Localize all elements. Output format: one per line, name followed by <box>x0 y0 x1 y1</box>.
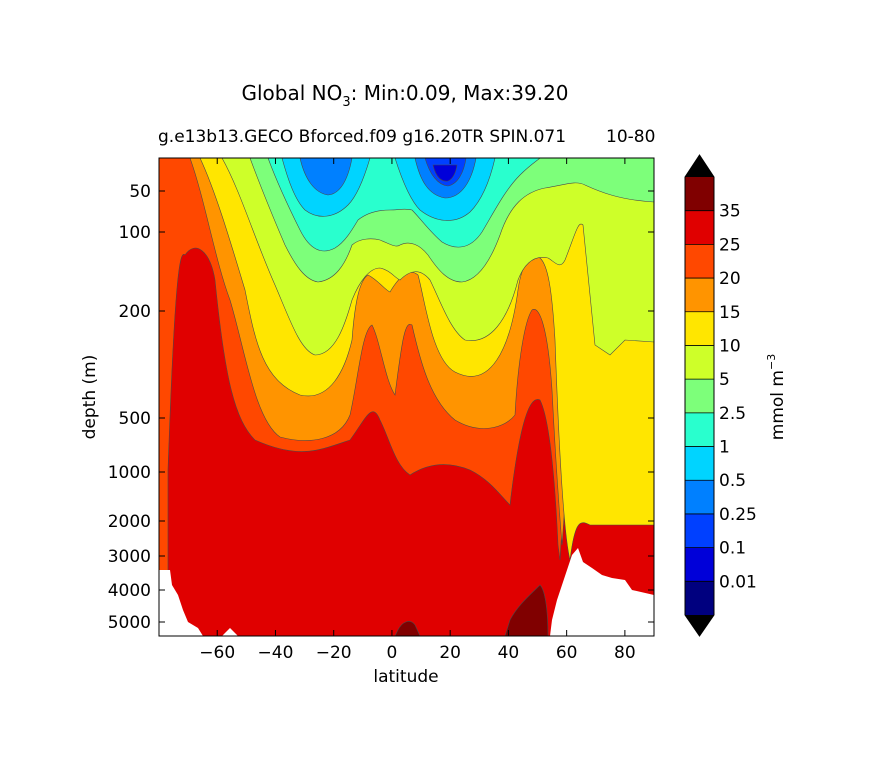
contour-band-0.01-0.1 <box>432 164 458 182</box>
colorbar-swatch <box>685 278 714 312</box>
land-mask <box>159 548 654 636</box>
x-axis: −60 −40 −20 0 20 40 60 80 <box>199 158 636 663</box>
y-tick-label: 1000 <box>108 463 151 483</box>
colorbar-tick-label: 10 <box>719 336 741 356</box>
colorbar-tick-label: 0.5 <box>719 471 746 491</box>
colorbar-tick-label: 25 <box>719 235 741 255</box>
y-tick-label: 3000 <box>108 547 151 567</box>
x-tick-label: 20 <box>439 643 461 663</box>
colorbar-extend-min <box>685 615 714 636</box>
y-tick-label: 100 <box>119 223 151 243</box>
x-tick-label: −40 <box>258 643 294 663</box>
colorbar-extend-max <box>685 155 714 177</box>
colorbar-swatch <box>685 480 714 514</box>
colorbar-swatch <box>685 581 714 615</box>
colorbar-swatch <box>685 244 714 279</box>
y-tick-label: 50 <box>129 182 151 202</box>
plot-frame <box>158 157 655 637</box>
colorbar-tick-label: 2.5 <box>719 404 746 424</box>
chart-subtitle-overlap: 10-80 <box>606 127 655 147</box>
y-tick-label: 500 <box>119 409 151 429</box>
colorbar-swatch <box>685 412 714 447</box>
colorbar-swatch <box>685 345 714 380</box>
colorbar-swatch <box>685 379 714 413</box>
y-tick-label: 5000 <box>108 613 151 633</box>
colorbar-tick-label: 0.1 <box>719 539 746 559</box>
y-tick-label: 4000 <box>108 581 151 601</box>
y-tick-label: 200 <box>119 302 151 322</box>
x-tick-label: 80 <box>614 643 636 663</box>
colorbar-swatch <box>685 446 714 481</box>
x-axis-label: latitude <box>373 667 438 687</box>
colorbar-label: mmol m−3 <box>765 354 788 440</box>
colorbar-tick-label: 15 <box>719 303 741 323</box>
contour-field <box>159 158 654 636</box>
y-axis-label: depth (m) <box>80 355 100 440</box>
x-tick-label: −20 <box>316 643 352 663</box>
chart-subtitle: g.e13b13.GECO Bforced.f09 g16.20TR SPIN.… <box>158 127 566 147</box>
colorbar-swatch <box>685 513 714 548</box>
y-tick-label: 2000 <box>108 512 151 532</box>
colorbar-outline <box>684 154 715 637</box>
x-tick-label: −60 <box>199 643 235 663</box>
colorbar-tick-label: 0.25 <box>719 505 757 525</box>
x-tick-label: 0 <box>387 643 398 663</box>
colorbar: 0.01 0.1 0.25 0.5 1 2.5 5 10 15 20 25 35 <box>684 154 757 637</box>
colorbar-swatch <box>685 311 714 346</box>
chart-title: Global NO3: Min:0.09, Max:39.20 <box>241 81 568 110</box>
colorbar-swatch <box>685 547 714 582</box>
contour-band-35plus <box>394 584 549 636</box>
colorbar-tick-label: 1 <box>719 438 730 458</box>
x-tick-label: 60 <box>556 643 578 663</box>
x-tick-label: 40 <box>498 643 520 663</box>
colorbar-tick-label: 0.01 <box>719 572 757 592</box>
colorbar-tick-label: 35 <box>719 202 741 222</box>
colorbar-swatch <box>685 177 714 211</box>
colorbar-tick-label: 5 <box>719 370 730 390</box>
colorbar-tick-label: 20 <box>719 269 741 289</box>
colorbar-swatch <box>685 210 714 245</box>
y-axis: 50 100 200 500 1000 2000 3000 4000 5000 <box>108 182 654 633</box>
